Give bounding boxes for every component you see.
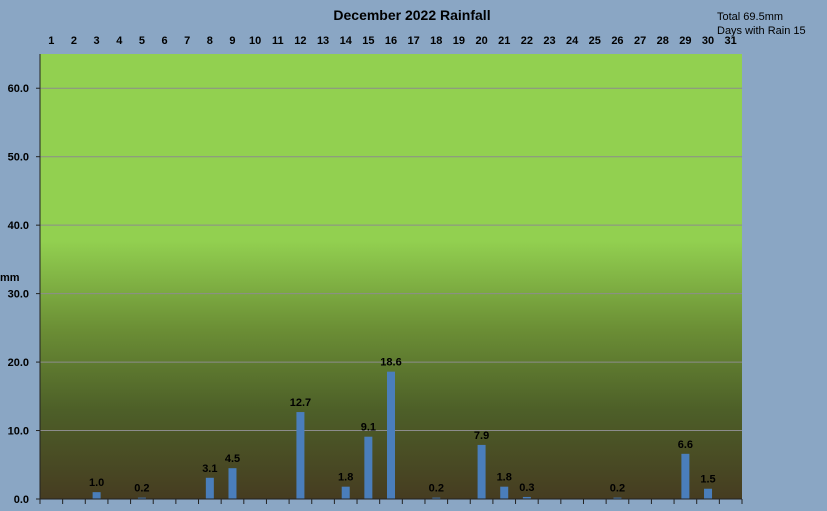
day-label: 23 [543,35,555,47]
bars [92,371,713,499]
day-label: 28 [657,35,669,47]
rain-bar [387,371,395,499]
bar-value-label: 4.5 [225,453,240,465]
bar-value-label: 1.8 [338,472,353,484]
day-label: 18 [430,35,442,47]
day-label: 26 [611,35,623,47]
rain-bar [92,492,101,499]
y-axis-ticks: 0.0 10.0 20.0 30.0 40.0 50.0 60.0 [8,83,40,506]
day-label: 4 [116,35,123,47]
rain-bar [613,497,622,499]
day-label: 13 [317,35,329,47]
day-label: 9 [229,35,235,47]
rain-bar [228,468,237,499]
chart-title: December 2022 Rainfall [333,7,490,23]
day-label: 20 [475,35,487,47]
day-label: 29 [679,35,691,47]
day-label: 22 [521,35,533,47]
x-axis-day-labels: 1 2 3 4 5 6 7 8 9 10 11 12 13 14 15 16 17 18 19 20 21 22 23 24 2… [39,35,743,504]
day-label: 7 [184,35,190,47]
rain-bar [137,497,146,499]
day-label: 24 [566,35,579,47]
y-tick-label: 10.0 [8,426,29,438]
y-axis-label: mm [0,272,20,284]
rain-bar [477,444,486,499]
bar-value-label: 9.1 [361,422,376,434]
day-label: 19 [453,35,465,47]
rain-bar [500,486,509,499]
day-label: 30 [702,35,714,47]
day-label: 5 [139,35,145,47]
bar-value-label: 7.9 [474,430,489,442]
day-label: 15 [362,35,374,47]
rain-bar [432,497,441,499]
bar-value-label: 0.2 [610,483,625,495]
day-label: 8 [207,35,213,47]
day-label: 16 [385,35,397,47]
rain-bar [522,496,531,499]
day-label: 14 [340,35,353,47]
bar-value-label: 1.5 [700,474,715,486]
day-label: 17 [408,35,420,47]
bar-value-label: 18.6 [380,357,401,369]
y-tick-label: 50.0 [8,152,29,164]
day-label: 21 [498,35,510,47]
day-label: 3 [94,35,100,47]
bar-value-label: 0.3 [519,482,534,494]
bar-value-label: 6.6 [678,439,693,451]
days-with-rain-text: Days with Rain 15 [717,25,806,37]
y-tick-label: 30.0 [8,289,29,301]
bar-value-label: 1.8 [497,472,512,484]
day-label: 27 [634,35,646,47]
bar-value-labels: 1.0 0.2 3.1 4.5 12.7 1.8 9.1 18.6 0.2 7.9 1.8 0.3 0.… [89,357,716,495]
day-label: 10 [249,35,261,47]
rain-bar [296,412,305,499]
day-label: 2 [71,35,77,47]
y-tick-label: 0.0 [14,494,29,506]
day-label: 25 [589,35,601,47]
day-label: 6 [161,35,167,47]
rain-bar [704,488,713,499]
rain-bar [364,436,373,499]
rain-bar [205,477,214,499]
day-label: 31 [725,35,737,47]
bar-value-label: 12.7 [290,397,311,409]
total-rainfall-text: Total 69.5mm [717,11,783,23]
y-tick-label: 20.0 [8,357,29,369]
rain-bar [681,453,690,499]
bar-value-label: 3.1 [202,463,217,475]
day-label: 12 [294,35,306,47]
day-label: 11 [272,35,284,47]
y-tick-label: 40.0 [8,220,29,232]
day-label: 1 [48,35,54,47]
bar-value-label: 1.0 [89,477,104,489]
rain-bar [341,486,350,499]
bar-value-label: 0.2 [429,483,444,495]
y-tick-label: 60.0 [8,83,29,95]
bar-value-label: 0.2 [134,483,149,495]
